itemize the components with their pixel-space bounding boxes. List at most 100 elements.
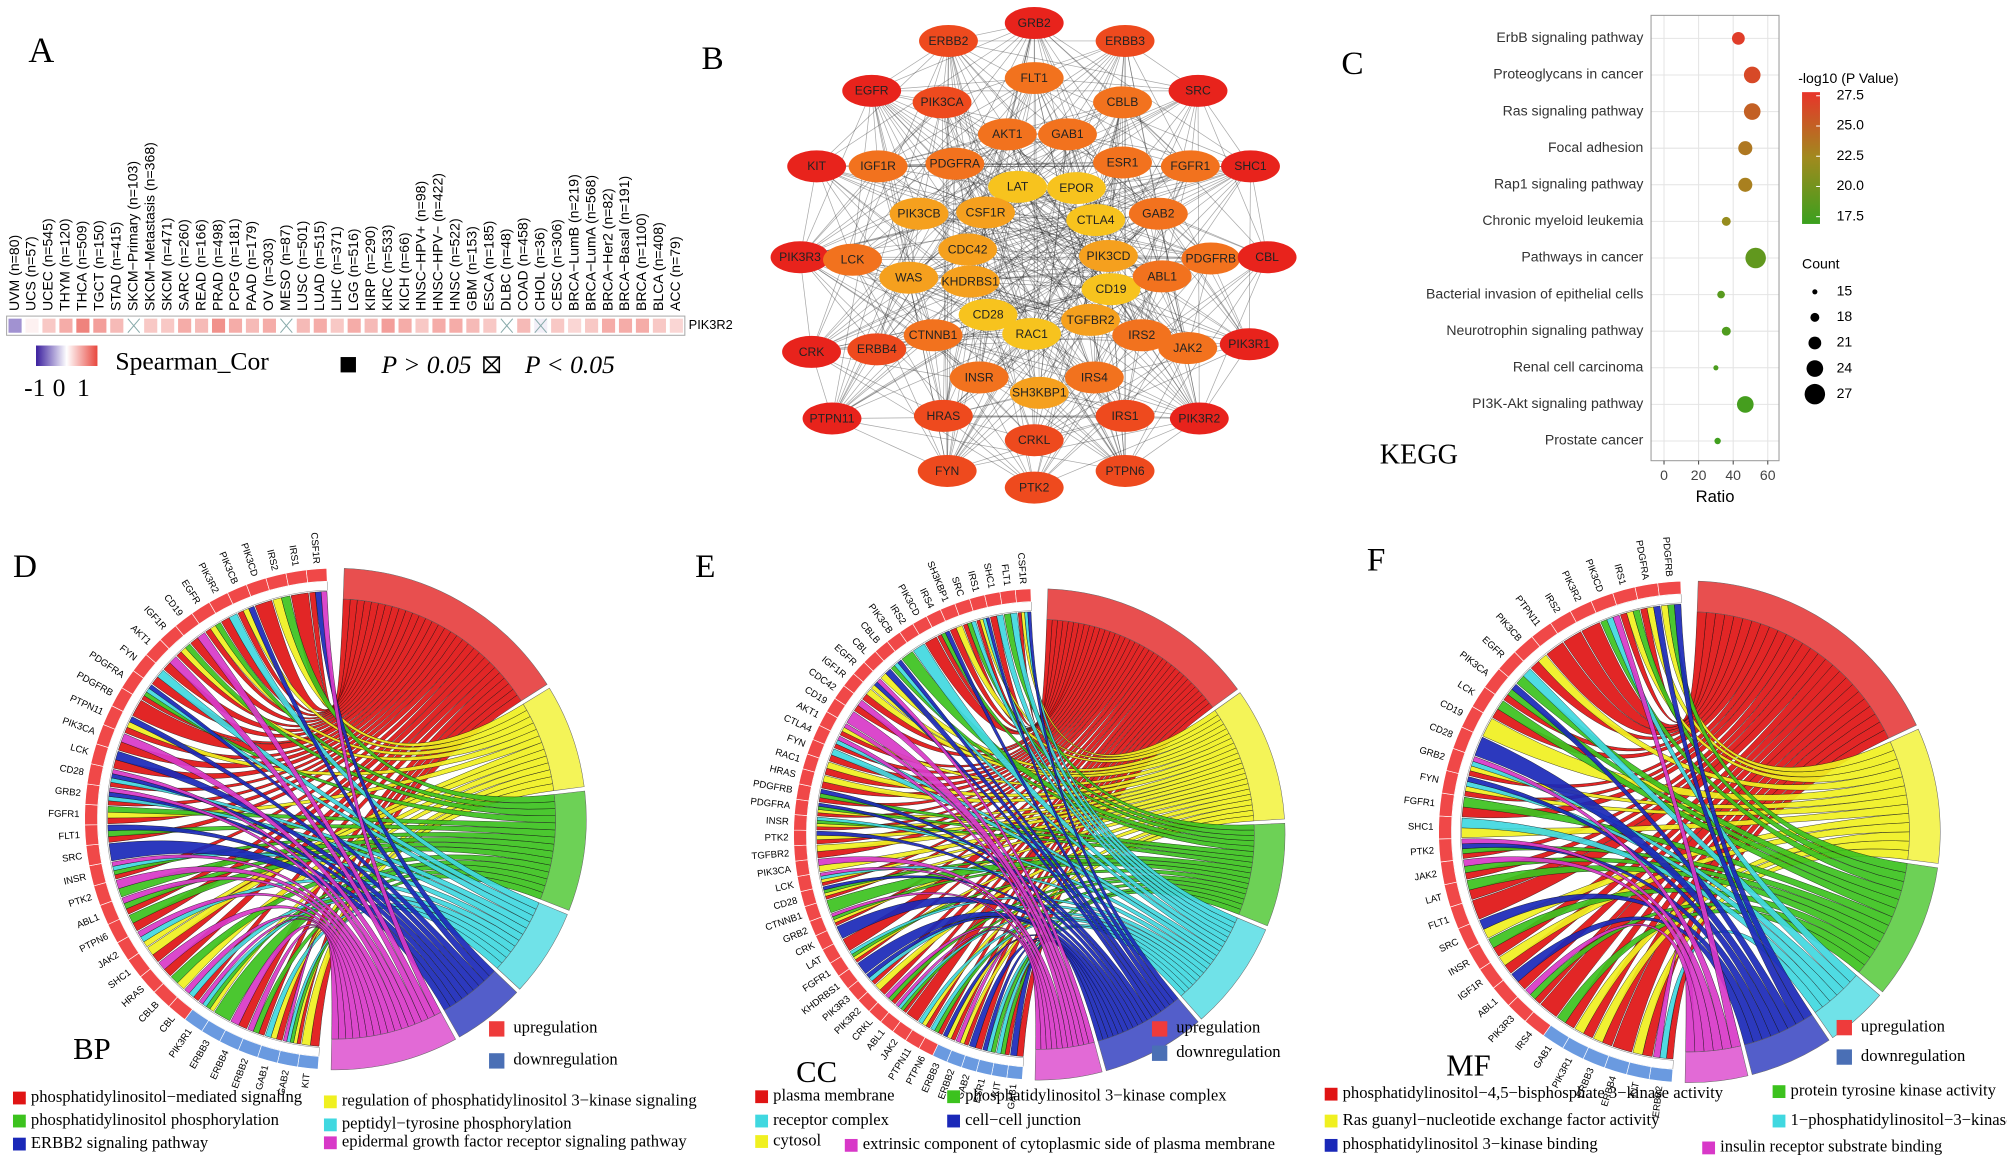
node — [1095, 24, 1155, 57]
edge — [852, 259, 944, 417]
legend-square — [489, 1021, 505, 1037]
node — [889, 197, 949, 230]
heatmap-cell — [669, 318, 683, 333]
edge — [811, 166, 1191, 353]
term-legend-square — [12, 1114, 26, 1128]
edge — [1076, 166, 1251, 189]
heatmap-cell — [144, 318, 158, 333]
x-tick-label: 20 — [1691, 467, 1707, 483]
edge — [1108, 255, 1250, 345]
column-label: KICH (n=66) — [396, 232, 412, 311]
edge — [832, 415, 1126, 419]
edge — [1090, 319, 1200, 419]
node — [1004, 424, 1064, 457]
gene-cell — [793, 814, 808, 831]
edge — [831, 255, 1109, 419]
node — [1128, 197, 1188, 230]
term-legend-label: cell−cell junction — [965, 1110, 1082, 1129]
gene-label: PTK2 — [1410, 845, 1435, 858]
edge — [969, 40, 1126, 282]
heatmap-cell — [330, 318, 344, 333]
legend-square — [1836, 1019, 1852, 1036]
gene-label: GRB2 — [54, 786, 81, 800]
gene-cell — [84, 804, 99, 826]
heatmap-cell — [228, 318, 243, 333]
panel-label: C — [1341, 45, 1363, 82]
edge — [948, 40, 1199, 92]
column-label: SARC (n=260) — [175, 219, 191, 311]
edge — [932, 334, 1126, 417]
x-tick-label: 60 — [1760, 467, 1776, 483]
size-legend-dot — [1810, 312, 1820, 322]
node-label: SH3KBP1 — [1012, 386, 1067, 400]
edge — [918, 213, 1109, 257]
node — [1061, 303, 1120, 336]
colorbar — [36, 345, 98, 367]
node-label: EGFR — [855, 84, 889, 98]
edge — [1033, 166, 1251, 441]
x-axis-label: Ratio — [1696, 487, 1735, 506]
term-sector — [522, 687, 585, 791]
gene-label: CD28 — [59, 763, 85, 778]
node-label: CBLB — [1107, 95, 1139, 109]
edge — [1034, 343, 1250, 441]
edge — [985, 212, 1163, 277]
gene-cell — [794, 798, 810, 816]
column-label: COAD (n=458) — [514, 218, 530, 311]
column-label: STAD (n=415) — [108, 222, 124, 311]
size-legend-dot — [1804, 383, 1826, 405]
column-label: BRCA (n=1100) — [633, 213, 649, 311]
edge — [1110, 289, 1200, 419]
edge — [908, 134, 1008, 278]
chart-title: KEGG — [1380, 439, 1458, 470]
column-label: OV (n=303) — [260, 238, 276, 311]
node-label: EPOR — [1059, 181, 1094, 195]
bubble — [1738, 141, 1753, 156]
term-legend-label: plasma membrane — [773, 1086, 894, 1105]
heatmap-cell — [245, 318, 260, 333]
gene-label: GAB1 — [1006, 1083, 1020, 1110]
edge — [871, 90, 920, 214]
edge — [1034, 347, 1188, 441]
term-legend-square — [947, 1114, 960, 1128]
edge — [1031, 166, 1251, 335]
term-legend-square — [755, 1090, 769, 1104]
column-label: CHOL (n=36) — [531, 227, 547, 311]
edge — [799, 90, 1199, 258]
column-label: KIRC (n=533) — [379, 225, 395, 311]
term-legend-square — [755, 1135, 769, 1148]
y-tick-label: Focal adhesion — [1548, 139, 1643, 155]
edge — [978, 377, 1035, 488]
gene-label: IRS2 — [264, 548, 280, 571]
gene-label: KIT — [1628, 1081, 1642, 1098]
column-label: BRCA−Her2 (n=82) — [599, 188, 615, 311]
gene-label: ESR1 — [972, 1077, 988, 1104]
node — [842, 74, 902, 107]
gene-cell — [285, 569, 309, 587]
heatmap-cell — [42, 318, 56, 333]
edge — [878, 162, 1123, 167]
edge — [877, 77, 1035, 167]
term-legend-square — [323, 1095, 337, 1109]
scale-tick-label: 1 — [77, 373, 90, 402]
node — [1066, 204, 1126, 237]
edge — [1031, 333, 1126, 472]
node-label: PTPN6 — [1106, 464, 1145, 478]
p-label: P < 0.05 — [524, 350, 615, 379]
heatmap-cell — [398, 318, 412, 333]
edge — [954, 163, 1109, 257]
gene-cell — [297, 1053, 320, 1070]
gene-cell — [991, 1062, 1009, 1079]
edge — [799, 257, 878, 350]
node-label: CD19 — [1095, 282, 1126, 296]
edge — [799, 256, 980, 378]
bubble — [1743, 66, 1761, 84]
edge — [831, 418, 1126, 472]
edge — [1031, 162, 1123, 335]
term-legend-square — [12, 1137, 26, 1151]
edge — [1034, 77, 1251, 167]
term-legend-label: extrinsic component of cytoplasmic side … — [863, 1134, 1275, 1153]
edge — [1017, 186, 1112, 290]
edge — [1108, 90, 1199, 257]
heatmap-cell — [551, 318, 565, 333]
